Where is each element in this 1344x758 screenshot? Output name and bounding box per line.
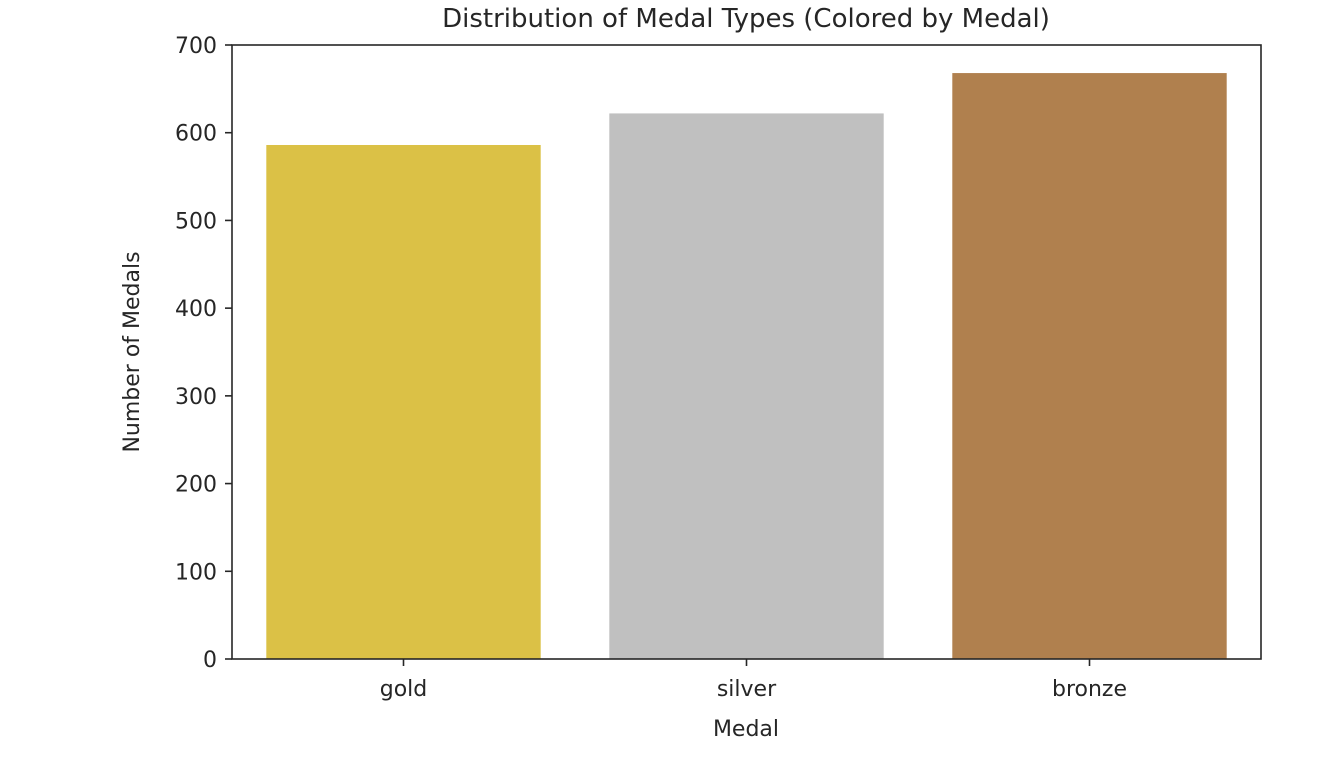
y-tick-label: 300	[175, 385, 217, 410]
x-axis-ticks: gold silver bronze	[380, 659, 1127, 702]
plot-frame	[231, 44, 1262, 660]
x-tick-label: gold	[380, 677, 428, 702]
y-tick-label: 400	[175, 297, 217, 322]
x-tick-label: bronze	[1052, 677, 1127, 702]
y-tick-label: 500	[175, 209, 217, 234]
y-tick-label: 600	[175, 122, 217, 147]
bar-gold	[266, 144, 541, 660]
y-axis-label: Number of Medals	[120, 251, 145, 452]
y-tick-label: 0	[203, 648, 217, 673]
x-axis-label: Medal	[713, 717, 779, 742]
bar-bronze	[952, 73, 1227, 659]
y-axis-ticks: 0 100 200 300 400 500 600 700	[175, 34, 232, 673]
y-tick-label: 200	[175, 473, 217, 498]
x-tick-label: silver	[717, 677, 777, 702]
y-tick-label: 100	[175, 560, 217, 585]
y-tick-label: 700	[175, 34, 217, 59]
chart-title: Distribution of Medal Types (Colored by …	[442, 4, 1050, 34]
bar-silver	[609, 113, 884, 660]
bars-layer	[266, 73, 1227, 660]
